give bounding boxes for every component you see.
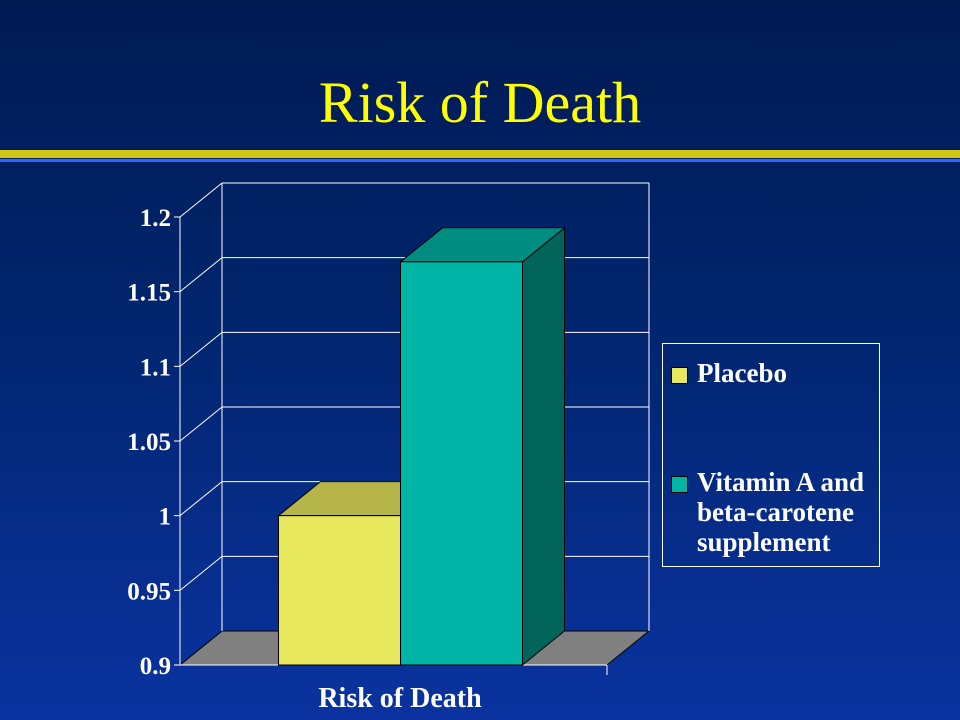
bar-front-face	[278, 515, 401, 666]
chart-bars	[277, 226, 566, 667]
title-rule-yellow	[0, 150, 960, 158]
gridline-diagonal	[179, 331, 223, 367]
x-axis-categories: Risk of Death	[318, 683, 482, 714]
bar-supplement	[399, 226, 566, 667]
legend-swatch-supplement	[671, 476, 688, 493]
y-axis-ticks: 0.9 0.95 1 1.05 1.1 1.15 1.2	[127, 205, 180, 680]
title-rule-blue	[0, 159, 960, 162]
y-tick-label: 0.9	[140, 653, 171, 680]
legend-swatch-placebo	[671, 367, 688, 384]
x-category-label: Risk of Death	[318, 683, 482, 714]
y-tick-label: 0.95	[127, 578, 171, 605]
slide-title: Risk of Death	[318, 70, 642, 135]
y-tick-label: 1.2	[140, 205, 171, 232]
bar-front-face	[400, 261, 523, 666]
gridline-diagonal	[179, 182, 223, 218]
legend-item-placebo: Placebo	[671, 358, 882, 388]
bar-side-face	[522, 226, 565, 667]
y-tick-label: 1.15	[127, 280, 171, 307]
legend-item-supplement: Vitamin A and beta-carotene supplement	[671, 467, 882, 557]
gridline-diagonal	[179, 406, 223, 442]
y-tick-label: 1	[159, 504, 172, 531]
chart-legend: Placebo Vitamin A and beta-carotene supp…	[662, 343, 880, 567]
gridline-diagonal	[179, 257, 223, 293]
y-tick-label: 1.05	[127, 429, 171, 456]
y-tick-label: 1.1	[140, 354, 171, 381]
gridline-diagonal	[179, 555, 223, 591]
legend-label-placebo: Placebo	[697, 358, 787, 388]
legend-label-supplement: Vitamin A and beta-carotene supplement	[697, 467, 865, 557]
gridline-diagonal	[179, 481, 223, 517]
